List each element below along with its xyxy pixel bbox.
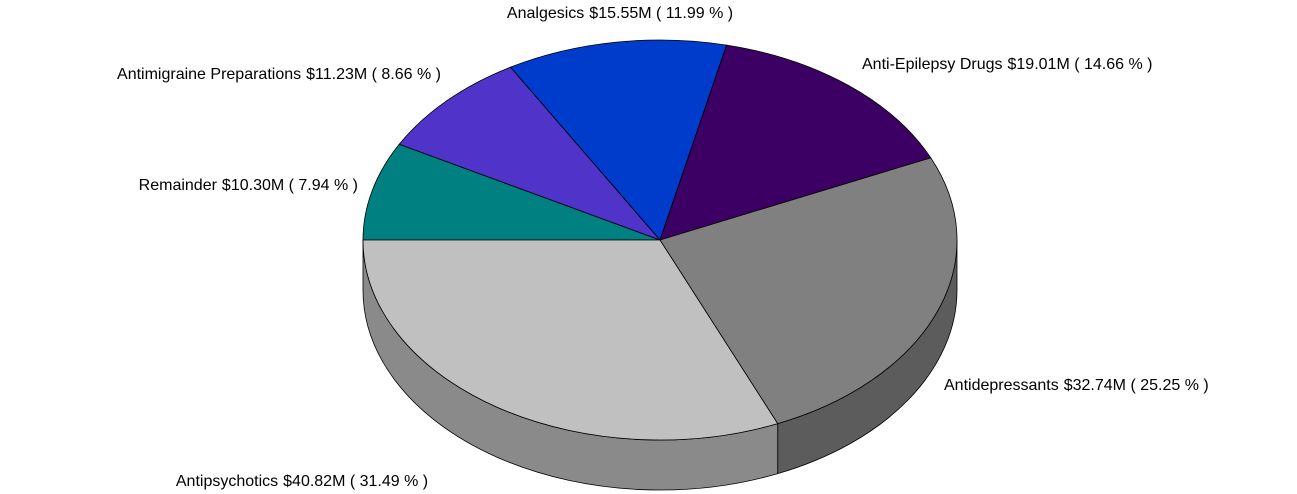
slice-value-label: $32.74M ( 25.25 % ) (1064, 377, 1209, 394)
slice-label: Analgesics $15.55M ( 11.99 % ) (507, 5, 733, 22)
slice-category: Remainder (139, 177, 218, 194)
slice-category: Antidepressants (944, 377, 1059, 394)
slice (362, 239, 779, 441)
slice-label: Antidepressants $32.74M ( 25.25 % ) (944, 377, 1209, 394)
slice-value-label: $10.30M ( 7.94 % ) (222, 177, 358, 194)
slice (659, 44, 932, 241)
slice (659, 157, 958, 425)
slice-category: Anti-Epilepsy Drugs (862, 56, 1003, 73)
slice-label: Remainder $10.30M ( 7.94 % ) (139, 177, 358, 194)
slice-category: Antimigraine Preparations (117, 66, 301, 83)
slice-value-label: $40.82M ( 31.49 % ) (283, 473, 428, 490)
slice-category: Analgesics (507, 5, 584, 22)
slice (398, 66, 662, 241)
slice-label: Anti-Epilepsy Drugs $19.01M ( 14.66 % ) (862, 56, 1152, 73)
slice-value-label: $19.01M ( 14.66 % ) (1008, 56, 1153, 73)
slice-value-label: $11.23M ( 8.66 % ) (306, 66, 441, 83)
slice (509, 39, 728, 241)
slice (362, 143, 661, 241)
slice-label: Antipsychotics $40.82M ( 31.49 % ) (176, 473, 428, 490)
slice-label: Antimigraine Preparations $11.23M ( 8.66 … (117, 66, 441, 83)
slice-value-label: $15.55M ( 11.99 % ) (589, 5, 733, 22)
slice-category: Antipsychotics (176, 473, 278, 490)
